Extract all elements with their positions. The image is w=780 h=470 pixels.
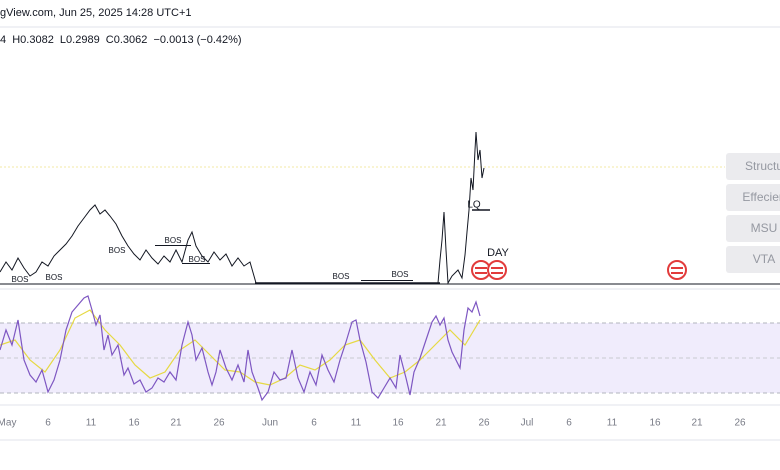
indicator-label[interactable]: Structu <box>745 159 780 173</box>
indicator-buttons: Structu Effecien MSU VTA <box>726 153 780 273</box>
x-tick-label: 6 <box>566 418 572 429</box>
top-bar <box>0 0 780 27</box>
x-tick-label: 11 <box>86 418 97 429</box>
x-tick-label: Jul <box>521 418 534 429</box>
bos-label: BOS <box>189 255 206 264</box>
bos-label: BOS <box>46 273 63 282</box>
bos-label: BOS <box>392 270 409 279</box>
flag-stripe <box>671 272 683 274</box>
x-tick-label: 11 <box>351 418 362 429</box>
event-icons <box>471 260 687 280</box>
bos-box <box>155 245 191 246</box>
indicator-button[interactable] <box>726 184 780 211</box>
flag-stripe <box>491 272 503 274</box>
x-tick-label: 16 <box>128 418 140 429</box>
x-tick-label: 16 <box>392 418 404 429</box>
x-tick-label: May <box>0 418 16 429</box>
indicator-label[interactable]: VTA <box>753 252 775 266</box>
x-tick-label: 21 <box>435 418 447 429</box>
price-series <box>0 204 257 284</box>
x-axis: May 6 11 16 21 26 Jun 6 11 16 21 26 Jul 6 11 16 21 26 <box>0 418 746 429</box>
indicator-label[interactable]: Effecien <box>742 190 780 204</box>
us-flag-icon <box>667 260 687 280</box>
x-tick-label: Jun <box>262 418 278 429</box>
lq-label: LQ <box>467 200 481 211</box>
flag-stripe <box>491 267 503 269</box>
day-label: DAY <box>487 247 509 259</box>
rsi-band <box>0 323 780 393</box>
flag-stripe <box>671 267 683 269</box>
price-series-late <box>437 131 485 285</box>
x-tick-label: 16 <box>649 418 661 429</box>
bos-label: BOS <box>333 272 350 281</box>
indicator-button[interactable] <box>726 246 780 273</box>
bos-box <box>182 263 210 264</box>
indicator-button[interactable] <box>726 215 780 242</box>
indicator-label[interactable]: MSU <box>751 221 778 235</box>
x-tick-label: 6 <box>45 418 51 429</box>
us-flag-icon <box>487 260 507 280</box>
indicator-button[interactable] <box>726 153 780 180</box>
bos-label: BOS <box>165 236 182 245</box>
x-tick-label: 26 <box>734 418 746 429</box>
rsi-line <box>0 295 481 402</box>
x-tick-label: 21 <box>170 418 182 429</box>
annotations: BOS BOS BOS BOS BOS BOS BOS LQ DAY <box>12 200 510 284</box>
x-tick-label: 6 <box>311 418 317 429</box>
x-tick-label: 26 <box>478 418 490 429</box>
bos-label: BOS <box>12 275 29 284</box>
bos-label: BOS <box>109 246 126 255</box>
x-tick-label: 26 <box>213 418 225 429</box>
x-tick-label: 21 <box>691 418 703 429</box>
bos-box <box>361 280 413 281</box>
flag-stripe <box>475 267 487 269</box>
ohlc-text: 4 H0.3082 L0.2989 C0.3062 −0.0013 (−0.42… <box>0 34 242 46</box>
x-tick-label: 11 <box>607 418 618 429</box>
flag-stripe <box>475 272 487 274</box>
source-text: gView.com, Jun 25, 2025 14:28 UTC+1 <box>0 7 192 19</box>
